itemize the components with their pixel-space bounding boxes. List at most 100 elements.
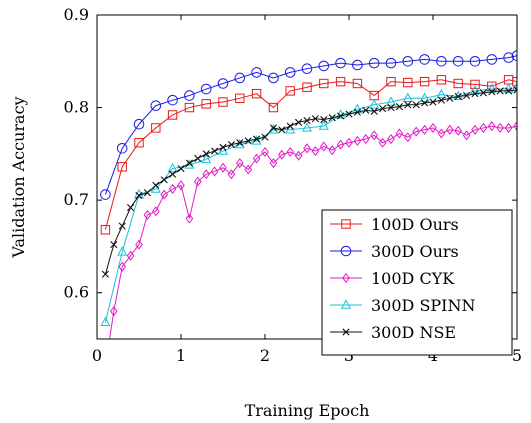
data-point-triangle	[436, 88, 447, 99]
data-point-diamond	[370, 130, 379, 141]
data-point-cross	[202, 150, 210, 158]
data-point-cross	[295, 118, 303, 126]
data-point-triangle	[301, 122, 313, 132]
data-point-triangle	[217, 145, 229, 155]
data-point-square	[134, 138, 144, 148]
data-point-cross	[194, 154, 202, 163]
data-point-circle	[436, 55, 447, 67]
data-point-square	[487, 81, 497, 91]
data-point-circle	[469, 55, 481, 67]
data-point-cross	[143, 189, 151, 197]
data-point-circle	[284, 67, 296, 78]
data-point-cross	[362, 106, 370, 114]
series-line	[104, 55, 517, 195]
cross-stroke	[261, 133, 269, 141]
x-axis-title: Training Epoch	[245, 401, 370, 420]
data-point-diamond	[319, 141, 328, 152]
data-point-cross	[479, 89, 487, 97]
data-point-square	[419, 76, 430, 87]
data-point-cross	[169, 170, 177, 178]
data-point-diamond	[479, 122, 488, 133]
y-axis-title: Validation Accuracy	[9, 96, 28, 258]
data-point-circle	[419, 54, 430, 65]
data-point-cross	[269, 124, 277, 132]
data-point-cross	[244, 137, 252, 145]
data-point-circle	[217, 78, 229, 89]
data-point-cross	[236, 139, 244, 147]
x-tick-label: 5	[512, 346, 522, 365]
cross-stroke	[303, 116, 311, 125]
data-point-diamond	[412, 126, 421, 137]
data-point-triangle	[100, 316, 111, 327]
cross-stroke	[370, 107, 378, 115]
data-point-cross	[454, 92, 462, 101]
data-point-diamond	[135, 239, 143, 250]
cross-stroke	[488, 88, 496, 96]
legend-entry: 300D Ours	[330, 242, 459, 261]
data-point-cross	[160, 176, 168, 184]
data-point-cross	[342, 328, 350, 336]
data-point-triangle	[318, 120, 329, 130]
data-point-triangle	[419, 92, 430, 103]
data-point-cross	[429, 98, 437, 106]
cross-stroke	[496, 87, 504, 95]
data-point-cross	[463, 91, 471, 100]
data-point-diamond	[210, 166, 219, 177]
data-point-diamond	[202, 169, 211, 180]
data-point-triangle	[285, 124, 296, 134]
legend-label: 300D NSE	[371, 323, 456, 342]
data-point-circle	[318, 60, 330, 72]
data-point-diamond	[286, 146, 295, 158]
legend-entry: 300D SPINN	[330, 296, 476, 315]
data-point-diamond	[487, 121, 496, 132]
data-point-square	[235, 93, 245, 104]
data-point-cross	[404, 101, 412, 109]
legend-label: 300D Ours	[371, 242, 459, 261]
cross-stroke	[127, 203, 135, 212]
data-point-diamond	[353, 135, 362, 146]
data-point-cross	[337, 112, 345, 120]
data-point-diamond	[328, 145, 337, 156]
series-300d-spinn	[100, 81, 517, 327]
data-point-cross	[219, 143, 227, 151]
data-point-square	[251, 88, 262, 99]
data-point-circle	[133, 118, 145, 130]
data-point-circle	[503, 52, 514, 63]
data-point-triangle	[340, 299, 352, 309]
data-point-circle	[167, 94, 178, 106]
data-point-cross	[379, 104, 387, 113]
data-point-diamond	[168, 184, 177, 195]
cross-stroke	[387, 103, 395, 112]
cross-stroke	[286, 122, 294, 130]
data-point-diamond	[445, 124, 454, 135]
cross-stroke	[454, 92, 462, 101]
data-point-diamond	[151, 206, 160, 217]
cross-stroke	[471, 90, 479, 98]
data-point-square	[403, 77, 413, 88]
series-line	[104, 79, 517, 230]
data-point-diamond	[513, 121, 517, 132]
data-point-square	[184, 102, 195, 113]
cross-stroke	[513, 86, 517, 91]
data-point-triangle	[369, 99, 380, 109]
data-point-circle	[402, 55, 414, 67]
legend-entry: 100D CYK	[330, 269, 455, 288]
data-point-square	[302, 82, 312, 92]
data-point-circle	[385, 57, 397, 69]
data-point-diamond	[185, 213, 194, 224]
data-point-diamond	[277, 149, 286, 160]
cross-stroke	[177, 165, 185, 173]
cross-stroke	[446, 94, 454, 102]
data-point-cross	[152, 181, 160, 189]
data-point-circle	[200, 83, 212, 95]
cross-stroke	[353, 108, 361, 116]
cross-stroke	[118, 222, 126, 230]
data-point-diamond	[303, 143, 311, 154]
series-layer	[100, 50, 517, 339]
data-point-cross	[387, 103, 395, 112]
data-point-cross	[353, 108, 361, 116]
cross-stroke	[412, 101, 420, 109]
legend: 100D Ours 300D Ours 100D CYK 300D SPINN 300D…	[321, 209, 513, 356]
data-point-cross	[345, 110, 353, 118]
legend-entry: 300D NSE	[330, 323, 456, 342]
